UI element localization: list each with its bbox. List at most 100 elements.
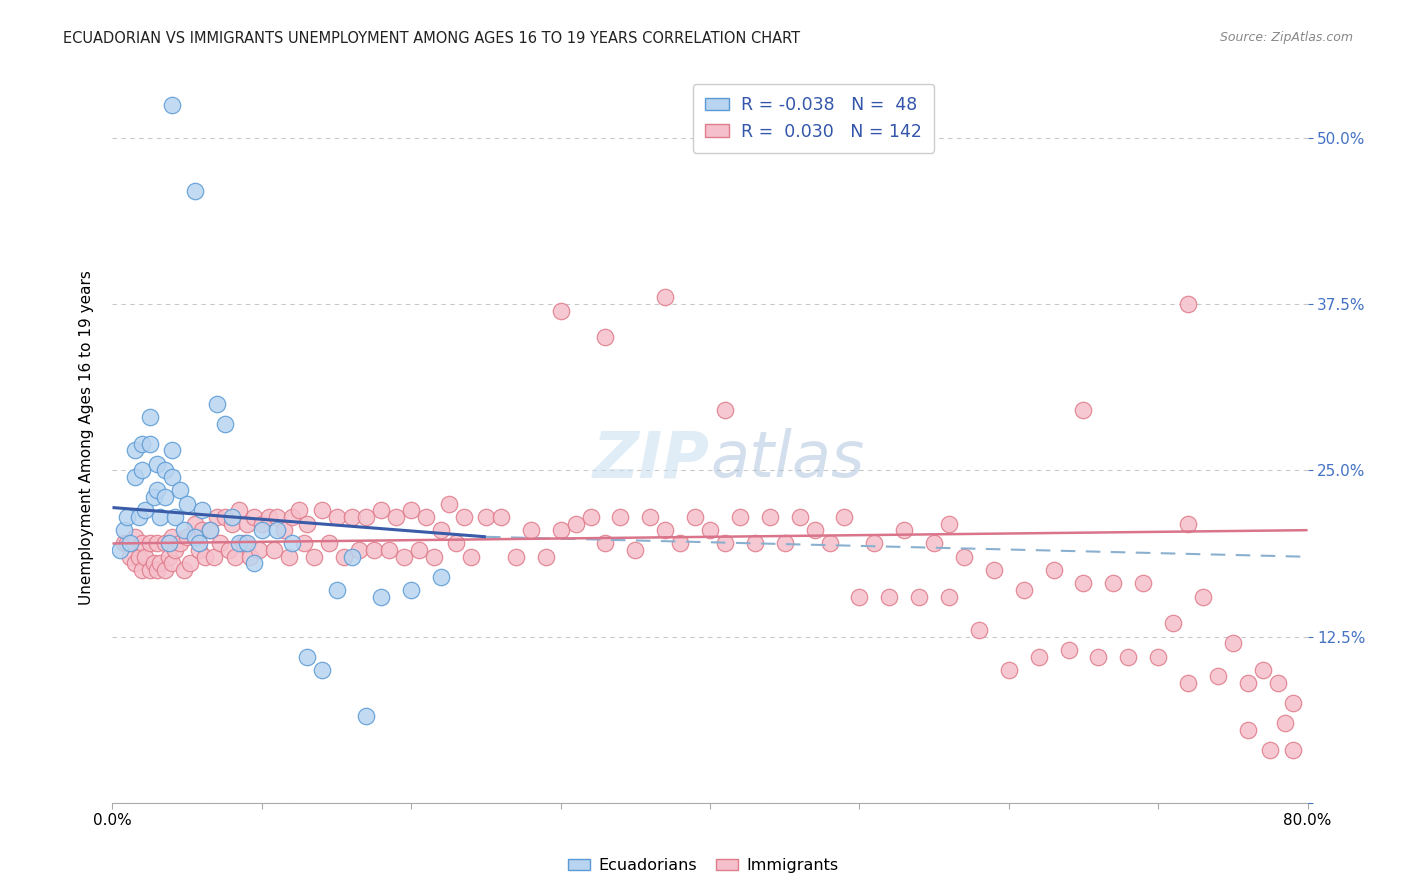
Point xyxy=(124,530,146,544)
Point xyxy=(153,490,176,504)
Point xyxy=(162,443,183,458)
Point xyxy=(173,523,195,537)
Point xyxy=(624,543,647,558)
Point xyxy=(162,557,183,571)
Point xyxy=(938,590,960,604)
Point xyxy=(564,516,586,531)
Point xyxy=(169,483,191,498)
Point xyxy=(157,536,180,550)
Point xyxy=(550,523,572,537)
Point xyxy=(165,543,187,558)
Point xyxy=(139,410,162,425)
Text: ZIP: ZIP xyxy=(593,428,710,490)
Point xyxy=(202,549,225,564)
Point xyxy=(325,582,347,597)
Point xyxy=(595,536,617,550)
Point xyxy=(146,563,169,577)
Point xyxy=(893,523,915,537)
Point xyxy=(714,403,737,417)
Point xyxy=(281,536,304,550)
Point xyxy=(131,563,153,577)
Point xyxy=(1281,742,1303,756)
Point xyxy=(263,543,285,558)
Point xyxy=(953,549,976,564)
Point xyxy=(1258,742,1281,756)
Point xyxy=(134,549,156,564)
Point xyxy=(191,523,214,537)
Point xyxy=(236,536,259,550)
Point xyxy=(430,570,453,584)
Point xyxy=(408,543,430,558)
Point xyxy=(744,536,766,550)
Point xyxy=(188,536,211,550)
Point xyxy=(134,503,156,517)
Point xyxy=(250,516,273,531)
Point xyxy=(146,457,169,471)
Point xyxy=(759,509,782,524)
Point xyxy=(114,536,135,550)
Point xyxy=(325,509,347,524)
Point xyxy=(149,509,172,524)
Point xyxy=(1073,576,1095,591)
Point xyxy=(422,549,444,564)
Point xyxy=(640,509,662,524)
Point xyxy=(370,503,392,517)
Point xyxy=(146,483,169,498)
Point xyxy=(609,509,631,524)
Point xyxy=(124,470,146,484)
Point xyxy=(214,509,236,524)
Point xyxy=(188,543,211,558)
Point xyxy=(146,536,169,550)
Point xyxy=(131,436,153,450)
Point xyxy=(922,536,945,550)
Point xyxy=(143,557,166,571)
Point xyxy=(295,516,318,531)
Point xyxy=(1161,616,1184,631)
Point xyxy=(654,290,676,304)
Point xyxy=(117,536,139,550)
Point xyxy=(430,523,453,537)
Point xyxy=(1087,649,1109,664)
Text: Source: ZipAtlas.com: Source: ZipAtlas.com xyxy=(1219,31,1353,45)
Point xyxy=(489,509,512,524)
Point xyxy=(273,523,295,537)
Point xyxy=(117,509,139,524)
Point xyxy=(277,549,299,564)
Point xyxy=(149,557,172,571)
Point xyxy=(505,549,527,564)
Point xyxy=(1102,576,1125,591)
Point xyxy=(191,503,214,517)
Point xyxy=(218,543,240,558)
Point xyxy=(378,543,401,558)
Point xyxy=(1222,636,1244,650)
Point xyxy=(818,536,841,550)
Point xyxy=(363,543,385,558)
Point xyxy=(550,303,572,318)
Legend: Ecuadorians, Immigrants: Ecuadorians, Immigrants xyxy=(561,852,845,880)
Point xyxy=(595,330,617,344)
Point xyxy=(848,590,870,604)
Point xyxy=(983,563,1005,577)
Point xyxy=(333,549,356,564)
Point xyxy=(205,509,228,524)
Point xyxy=(302,549,325,564)
Point xyxy=(243,557,266,571)
Point xyxy=(247,543,270,558)
Point xyxy=(1028,649,1050,664)
Point xyxy=(183,516,205,531)
Point xyxy=(998,663,1021,677)
Point xyxy=(124,443,146,458)
Point xyxy=(162,97,183,112)
Point xyxy=(139,436,162,450)
Point xyxy=(1251,663,1274,677)
Point xyxy=(534,549,557,564)
Point xyxy=(475,509,498,524)
Point xyxy=(162,470,183,484)
Point xyxy=(292,536,315,550)
Point xyxy=(460,549,482,564)
Point xyxy=(1042,563,1064,577)
Point xyxy=(169,536,191,550)
Point xyxy=(239,549,262,564)
Point xyxy=(1267,676,1289,690)
Point xyxy=(834,509,856,524)
